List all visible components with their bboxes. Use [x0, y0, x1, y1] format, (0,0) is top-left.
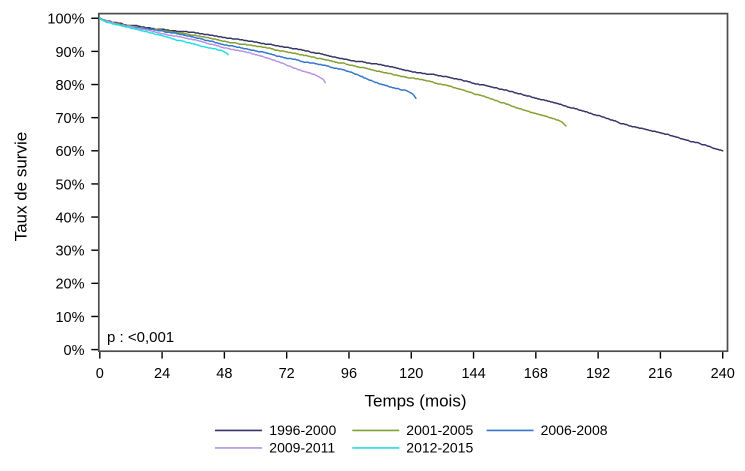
svg-text:192: 192	[586, 366, 610, 382]
svg-text:20%: 20%	[55, 277, 84, 293]
svg-text:216: 216	[648, 366, 672, 382]
svg-text:70%: 70%	[55, 111, 84, 127]
svg-text:100%: 100%	[47, 12, 84, 28]
svg-text:80%: 80%	[55, 78, 84, 94]
svg-text:0%: 0%	[64, 343, 85, 359]
svg-text:72: 72	[279, 366, 295, 382]
svg-text:p : <0,001: p : <0,001	[107, 329, 174, 346]
svg-text:30%: 30%	[55, 244, 84, 260]
svg-text:48: 48	[216, 366, 232, 382]
svg-text:2001-2005: 2001-2005	[406, 422, 473, 438]
svg-text:Taux de survie: Taux de survie	[12, 132, 31, 242]
svg-text:96: 96	[341, 366, 357, 382]
svg-text:Temps (mois): Temps (mois)	[364, 392, 466, 411]
svg-text:1996-2000: 1996-2000	[269, 422, 336, 438]
svg-text:2006-2008: 2006-2008	[541, 422, 608, 438]
svg-text:120: 120	[399, 366, 423, 382]
svg-text:2012-2015: 2012-2015	[406, 440, 473, 456]
svg-text:40%: 40%	[55, 210, 84, 226]
svg-text:168: 168	[524, 366, 548, 382]
svg-text:144: 144	[461, 366, 485, 382]
svg-text:90%: 90%	[55, 45, 84, 61]
svg-text:10%: 10%	[55, 310, 84, 326]
svg-text:240: 240	[711, 366, 735, 382]
svg-text:50%: 50%	[55, 177, 84, 193]
svg-text:2009-2011: 2009-2011	[269, 440, 335, 456]
svg-text:24: 24	[154, 366, 170, 382]
svg-text:0: 0	[96, 366, 104, 382]
svg-text:60%: 60%	[55, 144, 84, 160]
